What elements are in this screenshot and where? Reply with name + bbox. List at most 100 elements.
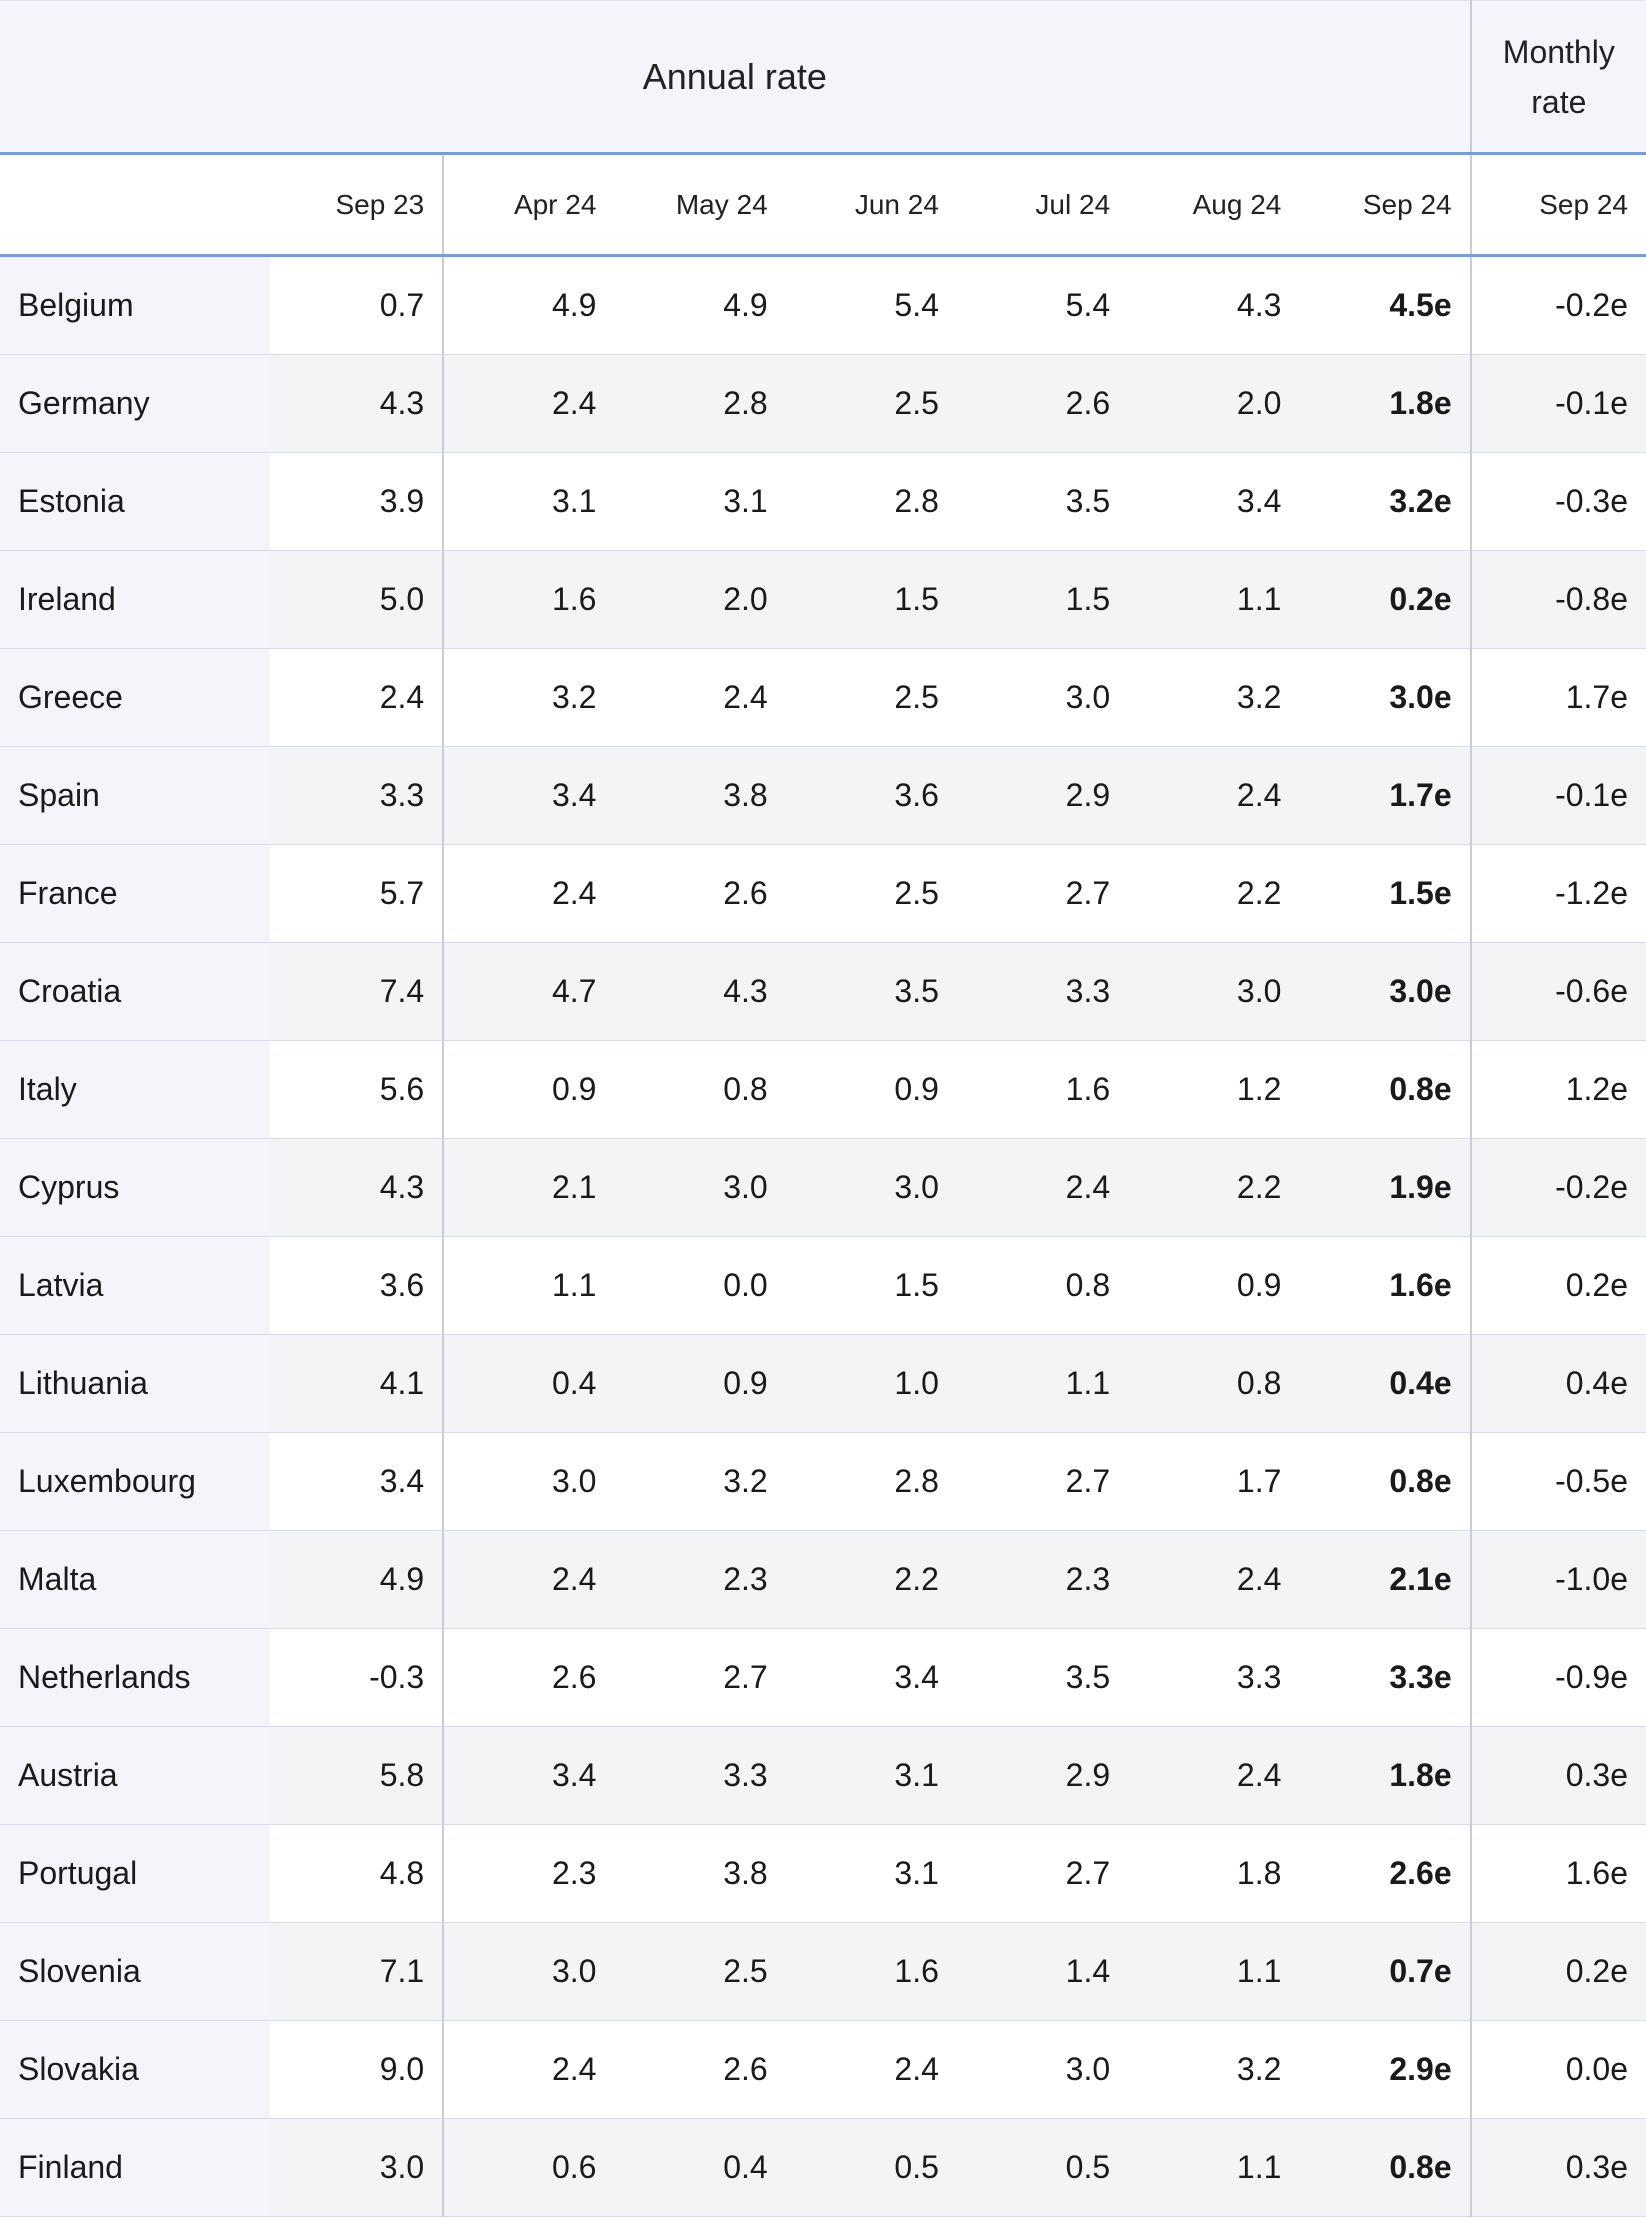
annual-rate-cell: 3.2 [614,1432,786,1531]
latest-annual-cell: 1.9e [1299,1138,1471,1237]
latest-annual-cell: 0.8e [1299,1040,1471,1139]
monthly-rate-cell: 1.6e [1469,1824,1646,1923]
annual-rate-cell: 2.8 [614,354,786,453]
annual-rate-cell: 3.8 [614,1824,786,1923]
annual-rate-cell: 0.8 [614,1040,786,1139]
annual-rate-cell: 0.9 [785,1040,957,1139]
annual-rate-cell: 4.9 [443,255,615,355]
annual-rate-cell: 3.4 [443,746,615,845]
table-body: Belgium 0.7 4.9 4.9 5.4 5.4 4.3 4.5e -0.2e German… [0,255,1646,2217]
table-row: Slovakia 9.0 2.4 2.6 2.4 3.0 3.2 2.9e 0.0e [0,2020,1646,2119]
monthly-rate-cell: -0.5e [1469,1432,1646,1531]
country-cell: Spain [0,746,270,845]
table-row: Malta 4.9 2.4 2.3 2.2 2.3 2.4 2.1e -1.0e [0,1530,1646,1629]
annual-rate-cell: 2.0 [1128,354,1300,453]
annual-rate-cell: 2.3 [614,1530,786,1629]
annual-rate-cell: 1.6 [785,1922,957,2021]
latest-annual-cell: 0.4e [1299,1334,1471,1433]
table-row: Lithuania 4.1 0.4 0.9 1.0 1.1 0.8 0.4e 0.4e [0,1334,1646,1433]
header-month-row: Sep 23 Apr 24 May 24 Jun 24 Jul 24 Aug 2… [0,153,1646,257]
table-row: Croatia 7.4 4.7 4.3 3.5 3.3 3.0 3.0e -0.6e [0,942,1646,1041]
annual-rate-cell: 2.7 [956,1432,1129,1531]
annual-rate-cell: 0.4 [614,2118,786,2217]
annual-rate-cell: 2.4 [1128,746,1300,845]
country-cell: Netherlands [0,1628,270,1727]
country-cell: Lithuania [0,1334,270,1433]
monthly-rate-cell: 0.2e [1469,1236,1646,1335]
annual-rate-cell: 2.4 [1128,1530,1300,1629]
country-cell: Latvia [0,1236,270,1335]
annual-rate-cell: 2.9 [956,746,1129,845]
annual-rate-cell: 1.1 [1128,550,1300,649]
annual-rate-header: Annual rate [0,0,1471,155]
annual-rate-cell: 3.1 [785,1726,957,1825]
annual-rate-cell: 1.1 [443,1236,615,1335]
annual-rate-cell: 3.3 [614,1726,786,1825]
monthly-rate-cell: -0.3e [1469,452,1646,551]
annual-rate-cell: 3.2 [443,648,615,747]
country-cell: Germany [0,354,270,453]
table-row: Slovenia 7.1 3.0 2.5 1.6 1.4 1.1 0.7e 0.2e [0,1922,1646,2021]
annual-rate-cell: 3.4 [269,1432,445,1531]
country-cell: Luxembourg [0,1432,270,1531]
column-header: Apr 24 [443,153,615,257]
monthly-rate-cell: 1.2e [1469,1040,1646,1139]
annual-rate-cell: 2.8 [785,1432,957,1531]
country-cell: Estonia [0,452,270,551]
annual-rate-cell: 3.0 [443,1922,615,2021]
annual-rate-cell: 2.3 [956,1530,1129,1629]
monthly-rate-header: Monthly rate [1469,0,1646,155]
annual-rate-cell: 2.4 [614,648,786,747]
annual-rate-cell: 3.0 [1128,942,1300,1041]
table-row: Austria 5.8 3.4 3.3 3.1 2.9 2.4 1.8e 0.3e [0,1726,1646,1825]
monthly-rate-cell: 1.7e [1469,648,1646,747]
annual-rate-cell: 4.1 [269,1334,445,1433]
column-header: Aug 24 [1128,153,1300,257]
country-cell: Ireland [0,550,270,649]
annual-rate-cell: 0.5 [785,2118,957,2217]
monthly-rate-cell: 0.4e [1469,1334,1646,1433]
annual-rate-cell: 2.5 [614,1922,786,2021]
latest-annual-cell: 1.6e [1299,1236,1471,1335]
country-cell: Portugal [0,1824,270,1923]
annual-rate-cell: 2.6 [443,1628,615,1727]
annual-rate-cell: 3.0 [443,1432,615,1531]
annual-rate-cell: 7.1 [269,1922,445,2021]
annual-rate-cell: 3.6 [269,1236,445,1335]
latest-annual-cell: 1.8e [1299,1726,1471,1825]
table-row: Portugal 4.8 2.3 3.8 3.1 2.7 1.8 2.6e 1.6e [0,1824,1646,1923]
annual-rate-cell: 2.8 [785,452,957,551]
country-cell: Malta [0,1530,270,1629]
annual-rate-cell: 7.4 [269,942,445,1041]
annual-rate-cell: 3.1 [443,452,615,551]
annual-rate-cell: 3.4 [443,1726,615,1825]
annual-rate-cell: 5.6 [269,1040,445,1139]
table-row: Latvia 3.6 1.1 0.0 1.5 0.8 0.9 1.6e 0.2e [0,1236,1646,1335]
table-row: Luxembourg 3.4 3.0 3.2 2.8 2.7 1.7 0.8e -0.5e [0,1432,1646,1531]
annual-rate-cell: 1.4 [956,1922,1129,2021]
country-cell: Belgium [0,255,270,355]
annual-rate-cell: 1.1 [1128,1922,1300,2021]
annual-rate-cell: 3.4 [785,1628,957,1727]
monthly-rate-cell: 0.3e [1469,2118,1646,2217]
latest-annual-cell: 0.8e [1299,1432,1471,1531]
annual-rate-cell: 0.0 [614,1236,786,1335]
latest-annual-cell: 2.1e [1299,1530,1471,1629]
annual-rate-cell: 5.4 [956,255,1129,355]
monthly-rate-cell: -0.6e [1469,942,1646,1041]
annual-rate-cell: 3.2 [1128,648,1300,747]
annual-rate-cell: 2.5 [785,354,957,453]
latest-annual-cell: 0.2e [1299,550,1471,649]
table-row: Italy 5.6 0.9 0.8 0.9 1.6 1.2 0.8e 1.2e [0,1040,1646,1139]
column-header: Sep 23 [269,153,445,257]
monthly-rate-cell: -0.2e [1469,255,1646,355]
annual-rate-cell: 2.4 [956,1138,1129,1237]
annual-rate-cell: 4.7 [443,942,615,1041]
annual-rate-cell: 3.4 [1128,452,1300,551]
annual-rate-cell: 3.2 [1128,2020,1300,2119]
monthly-rate-cell: 0.3e [1469,1726,1646,1825]
monthly-rate-cell: 0.0e [1469,2020,1646,2119]
column-header: Jul 24 [956,153,1129,257]
country-cell: Finland [0,2118,270,2217]
